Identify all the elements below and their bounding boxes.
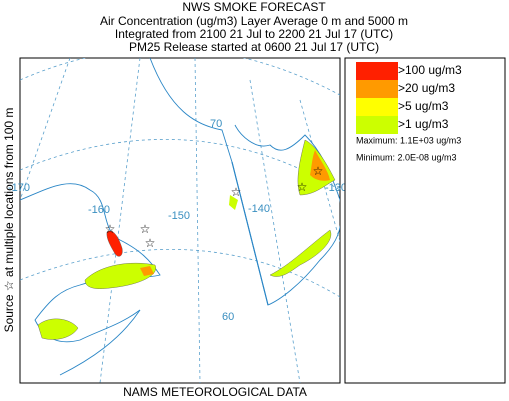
map: ☆ ☆ ☆ ☆ ☆ ☆ 70 -170 -160 -150 -140 -130 … [8, 57, 347, 384]
border [231, 161, 269, 306]
smoke-plume [310, 150, 330, 181]
graticule [194, 58, 201, 383]
legend: Maximum: 1.1E+03 ug/m3 Minimum: 2.0E-08 … [344, 57, 506, 384]
subtitle: Integrated from 2100 21 Jul to 2200 21 J… [115, 27, 393, 41]
legend-label: >100 ug/m3 [398, 63, 462, 77]
side-label: Source ☆ at multiple locations from 100 … [2, 108, 16, 333]
legend-label: >20 ug/m3 [398, 81, 455, 95]
map-label: 60 [222, 311, 234, 323]
legend-swatch [356, 80, 398, 98]
smoke-plume [140, 266, 154, 276]
map-label: -130 [325, 182, 347, 194]
smoke-plume [37, 318, 79, 340]
legend-maximum: Maximum: 1.1E+03 ug/m3 [356, 135, 461, 145]
legend-label: >1 ug/m3 [398, 117, 449, 131]
map-label: 70 [210, 118, 222, 130]
legend-swatch [356, 62, 398, 80]
source-marker: ☆ [297, 180, 308, 194]
source-marker: ☆ [140, 222, 151, 236]
map-label: -140 [248, 203, 270, 215]
map-label: -150 [168, 210, 190, 222]
source-marker: ☆ [145, 236, 156, 250]
source-marker: ☆ [313, 164, 324, 178]
source-marker: ☆ [105, 222, 116, 236]
smoke-plume [84, 262, 156, 289]
smoke-plume [106, 230, 123, 257]
map-label: -170 [8, 182, 30, 194]
title: NWS SMOKE FORECAST [182, 0, 326, 14]
legend-swatch [356, 98, 398, 116]
graticule [20, 58, 71, 201]
smoke-plume [229, 195, 238, 210]
legend-label: >5 ug/m3 [398, 99, 449, 113]
map-label: -160 [88, 204, 110, 216]
graticule [20, 58, 340, 96]
source-marker: ☆ [231, 185, 242, 199]
coastline [59, 309, 141, 376]
legend-swatch [356, 116, 398, 134]
footer: NAMS METEOROLOGICAL DATA [123, 385, 307, 399]
legend-minimum: Minimum: 2.0E-08 ug/m3 [356, 152, 457, 162]
subtitle: Air Concentration (ug/m3) Layer Average … [100, 14, 408, 28]
smoke-plume [269, 229, 332, 277]
subtitle: PM25 Release started at 0600 21 Jul 17 (… [129, 40, 379, 54]
coastline [149, 58, 340, 306]
graticule [99, 58, 141, 383]
graticule [20, 249, 340, 298]
